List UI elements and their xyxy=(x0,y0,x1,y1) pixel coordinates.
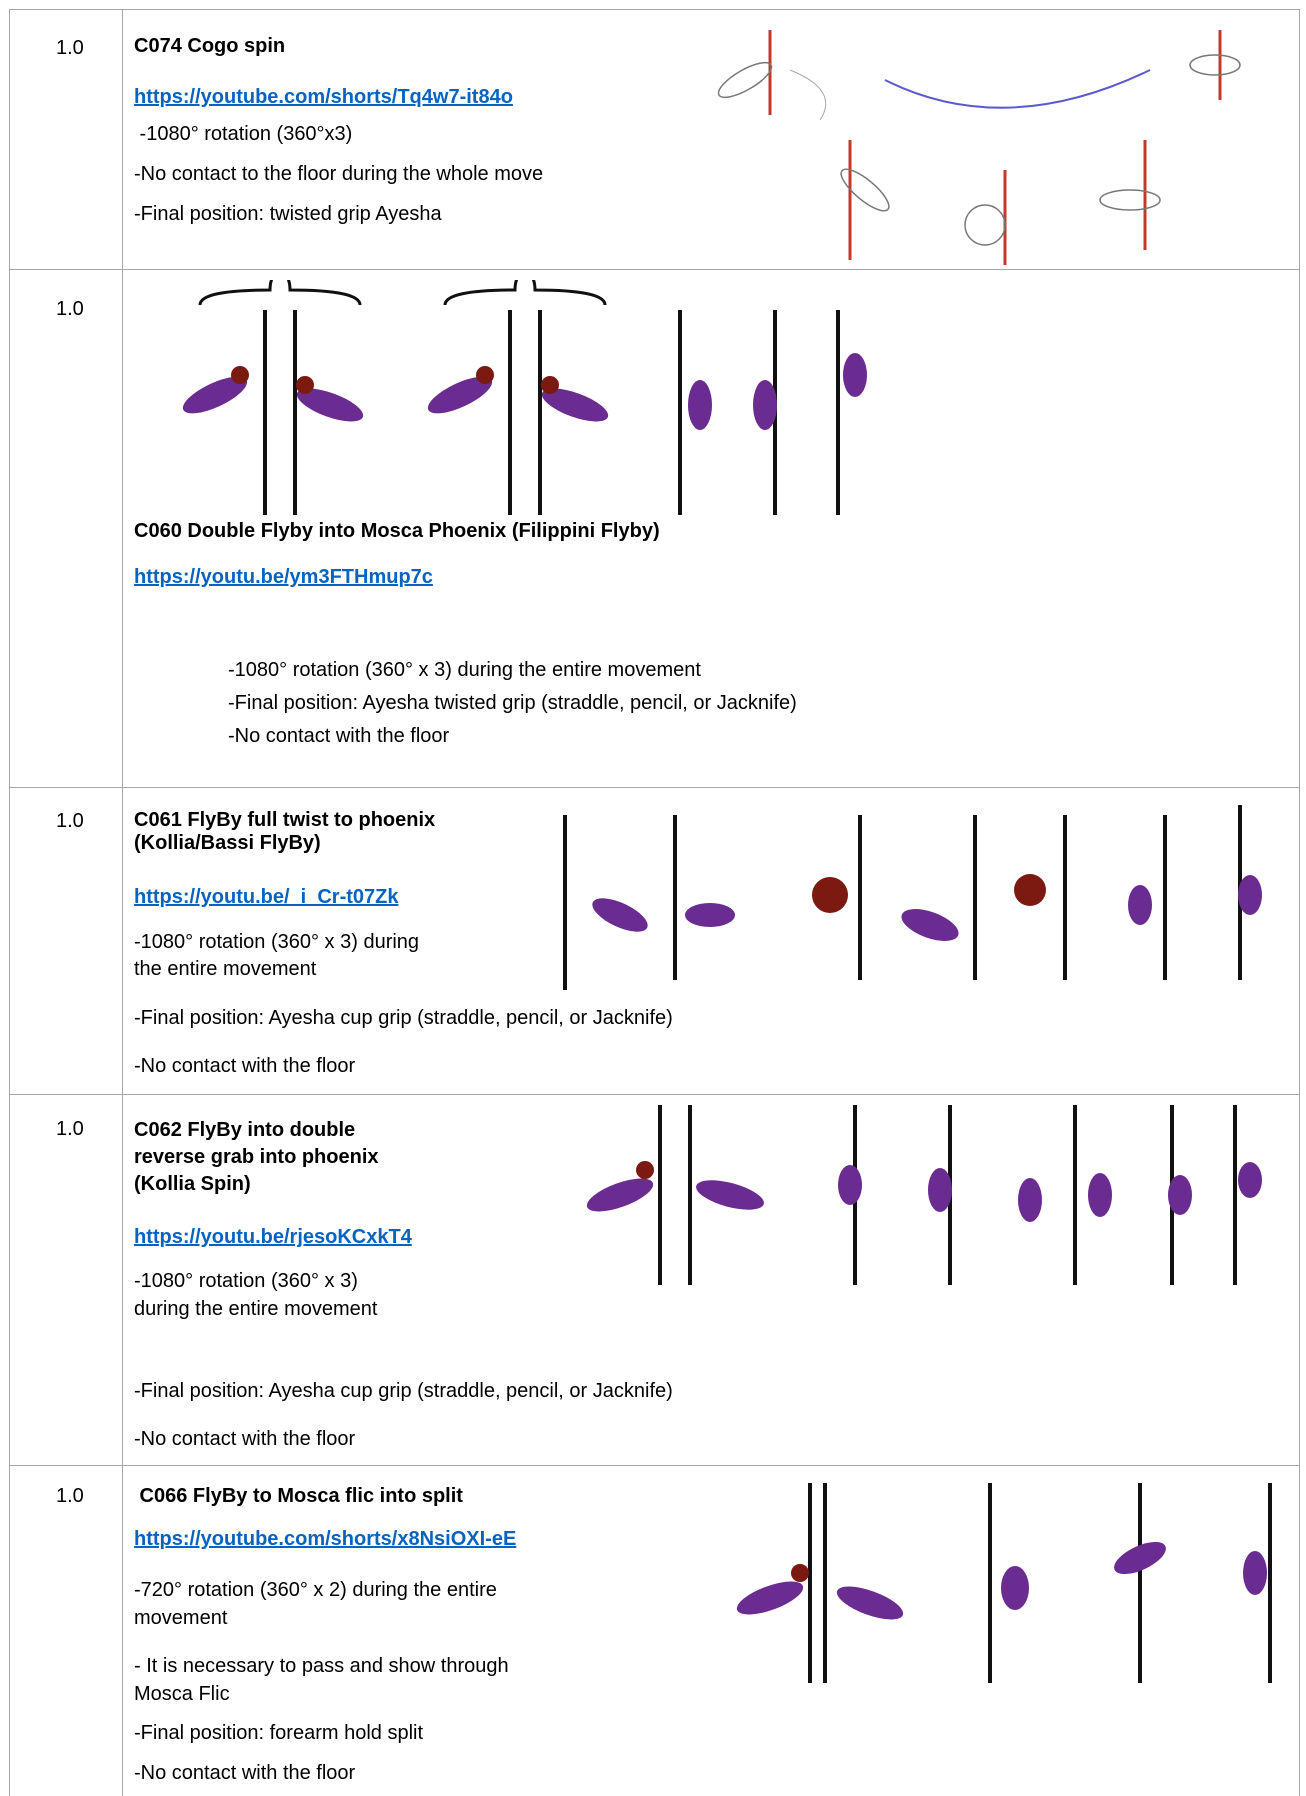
score: 1.0 xyxy=(56,1118,84,1140)
video-link[interactable]: https://youtube.com/shorts/Tq4w7-it84o xyxy=(134,86,513,108)
requirement: -720° rotation (360° x 2) during the ent… xyxy=(134,1579,497,1601)
move-title: C061 FlyBy full twist to phoenix xyxy=(134,809,436,831)
requirement: -Final position: forearm hold split xyxy=(134,1722,424,1744)
requirement: -No contact with the floor xyxy=(134,1055,356,1077)
row-border xyxy=(9,787,1300,788)
requirement: -1080° rotation (360° x 3) during xyxy=(134,931,420,953)
requirement: -1080° rotation (360° x 3) during the en… xyxy=(228,659,701,681)
table-border xyxy=(9,9,10,1796)
requirement: -No contact with the floor xyxy=(134,1428,356,1450)
video-link[interactable]: https://youtu.be/_i_Cr-t07Zk xyxy=(134,886,399,908)
requirement: -Final position: Ayesha cup grip (stradd… xyxy=(134,1007,673,1029)
requirement: -No contact with the floor xyxy=(134,1762,356,1784)
illustration xyxy=(736,1483,1272,1683)
move-title: reverse grab into phoenix xyxy=(134,1146,379,1168)
illustration xyxy=(586,1105,1262,1285)
row-border xyxy=(9,1094,1300,1095)
requirement: -1080° rotation (360° x 3) xyxy=(134,1270,358,1292)
requirement: -Final position: Ayesha cup grip (stradd… xyxy=(134,1380,673,1402)
requirement: -No contact to the floor during the whol… xyxy=(134,163,544,185)
requirement: movement xyxy=(134,1607,228,1629)
requirement: - It is necessary to pass and show throu… xyxy=(134,1655,509,1677)
move-title: C062 FlyBy into double xyxy=(134,1119,356,1141)
video-link[interactable]: https://youtu.be/rjesoKCxkT4 xyxy=(134,1226,412,1248)
score: 1.0 xyxy=(56,37,84,59)
row-border xyxy=(9,9,1300,10)
illustration xyxy=(563,805,1262,990)
requirement: -Final position: Ayesha twisted grip (st… xyxy=(228,692,797,714)
video-link[interactable]: https://youtube.com/shorts/x8NsiOXI-eE xyxy=(134,1528,517,1550)
requirement: Mosca Flic xyxy=(134,1683,230,1705)
move-title: C074 Cogo spin xyxy=(134,35,286,57)
video-link[interactable]: https://youtu.be/ym3FTHmup7c xyxy=(134,566,433,588)
column-border xyxy=(122,9,123,1796)
move-title: C066 FlyBy to Mosca flic into split xyxy=(134,1485,463,1507)
requirement: -1080° rotation (360°x3) xyxy=(134,123,353,145)
score: 1.0 xyxy=(56,810,84,832)
score: 1.0 xyxy=(56,1485,84,1507)
requirement: the entire movement xyxy=(134,958,317,980)
requirement: -No contact with the floor xyxy=(228,725,450,747)
illustration xyxy=(182,280,867,515)
requirement: -Final position: twisted grip Ayesha xyxy=(134,203,442,225)
row-border xyxy=(9,1465,1300,1466)
row-border xyxy=(9,269,1300,270)
illustration xyxy=(717,30,1241,265)
move-title: C060 Double Flyby into Mosca Phoenix (Fi… xyxy=(134,520,660,542)
move-title: (Kollia/Bassi FlyBy) xyxy=(134,832,321,854)
move-title: (Kollia Spin) xyxy=(134,1173,251,1195)
table-border xyxy=(1299,9,1300,1796)
requirement: during the entire movement xyxy=(134,1298,378,1320)
score: 1.0 xyxy=(56,298,84,320)
